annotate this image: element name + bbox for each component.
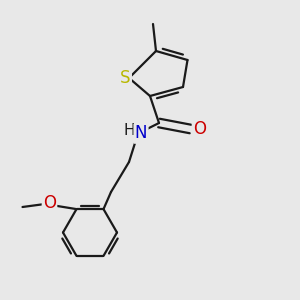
Text: S: S: [120, 69, 130, 87]
Text: O: O: [43, 194, 56, 211]
Text: O: O: [193, 120, 206, 138]
Text: N: N: [135, 124, 147, 142]
Text: H: H: [124, 123, 135, 138]
